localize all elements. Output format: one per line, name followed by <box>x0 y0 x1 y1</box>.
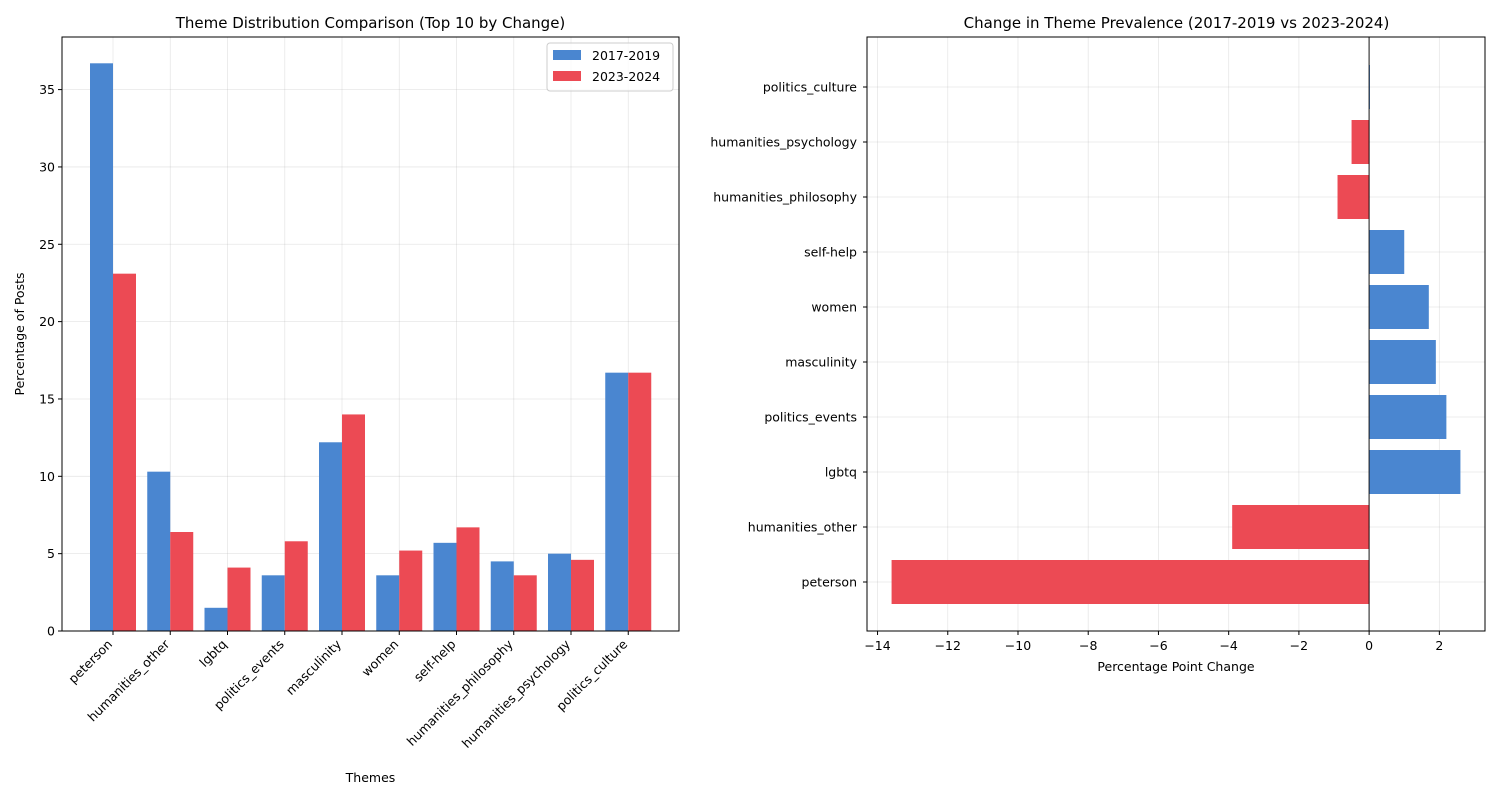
left-x-tick-label-women: women <box>358 637 401 680</box>
right-x-tick-label: −6 <box>1149 638 1167 653</box>
right-x-tick-label: −8 <box>1079 638 1097 653</box>
left-y-tick-label: 10 <box>39 469 55 484</box>
left-y-tick-label: 25 <box>39 237 55 252</box>
right-y-tick-label-self-help: self-help <box>804 245 857 260</box>
bar-2017-2019-self-help <box>433 542 457 631</box>
left-y-tick-label: 30 <box>39 159 55 174</box>
bar-2017-2019-humanities-other <box>147 471 171 631</box>
right-chart: Change in Theme Prevalence (2017-2019 vs… <box>710 14 1486 674</box>
legend: 2017-2019 2023-2024 <box>546 42 674 92</box>
bar-2017-2019-politics-culture <box>605 372 629 631</box>
left-bars <box>90 63 652 631</box>
bar-2023-2024-humanities-other <box>170 532 194 631</box>
right-ticks: −14 −12 −10 −8 −6 −4 −2 0 2 peterson humanities_ot… <box>710 80 1443 654</box>
bar-2023-2024-politics-culture <box>628 372 652 631</box>
change-bar-self-help <box>1369 230 1405 274</box>
legend-swatch-2023-2024 <box>553 71 581 81</box>
change-bar-women <box>1369 285 1429 329</box>
change-bar-humanities-psychology <box>1351 120 1370 164</box>
bar-2023-2024-masculinity <box>342 414 365 631</box>
right-y-tick-label-politics-culture: politics_culture <box>763 80 857 95</box>
right-y-tick-label-humanities-philosophy: humanities_philosophy <box>713 190 857 205</box>
left-x-tick-label-humanities-philosophy: humanities_philosophy <box>404 636 517 749</box>
right-y-tick-label-humanities-psychology: humanities_psychology <box>710 135 857 150</box>
right-x-tick-label: −14 <box>864 638 890 653</box>
right-grid <box>867 37 1485 631</box>
change-bar-politics-events <box>1369 395 1447 439</box>
bar-2017-2019-humanities-philosophy <box>490 561 514 631</box>
right-y-tick-label-politics-events: politics_events <box>764 410 857 425</box>
bar-2023-2024-women <box>399 550 423 631</box>
bar-2017-2019-women <box>376 575 400 631</box>
right-plot-frame <box>866 36 1486 632</box>
right-y-tick-label-peterson: peterson <box>802 575 857 590</box>
change-bar-masculinity <box>1369 340 1436 384</box>
left-y-tick-label: 5 <box>47 546 55 561</box>
change-bar-peterson <box>891 560 1370 604</box>
right-x-tick-label: 0 <box>1365 638 1373 653</box>
right-x-tick-label: −4 <box>1219 638 1237 653</box>
left-x-axis-label: Themes <box>345 770 396 785</box>
left-y-tick-label: 20 <box>39 314 55 329</box>
right-x-tick-label: −12 <box>935 638 961 653</box>
right-x-tick-label: 2 <box>1435 638 1443 653</box>
change-bar-humanities-other <box>1232 505 1370 549</box>
bar-2023-2024-politics-events <box>284 541 308 631</box>
legend-label-2023-2024: 2023-2024 <box>592 69 660 84</box>
bar-2023-2024-peterson <box>113 273 136 631</box>
right-bars <box>891 65 1461 604</box>
right-x-axis-label: Percentage Point Change <box>1097 659 1254 674</box>
left-y-tick-label: 15 <box>39 391 55 406</box>
right-x-tick-label: −10 <box>1005 638 1031 653</box>
bar-2017-2019-masculinity <box>319 442 342 631</box>
right-y-tick-label-humanities-other: humanities_other <box>748 520 858 535</box>
change-bar-humanities-philosophy <box>1337 175 1370 219</box>
bar-2023-2024-lgbtq <box>227 567 251 631</box>
left-y-tick-label: 35 <box>39 82 55 97</box>
left-chart: Theme Distribution Comparison (Top 10 by… <box>12 14 680 785</box>
right-y-tick-label-masculinity: masculinity <box>785 355 857 370</box>
left-plot-frame <box>61 36 680 632</box>
left-x-tick-label-lgbtq: lgbtq <box>196 637 229 670</box>
bar-2017-2019-politics-events <box>261 575 285 631</box>
bar-2023-2024-humanities-psychology <box>571 559 594 631</box>
left-y-axis-label: Percentage of Posts <box>12 273 27 396</box>
bar-2017-2019-lgbtq <box>204 607 228 631</box>
left-x-tick-label-masculinity: masculinity <box>283 636 345 698</box>
right-y-tick-label-women: women <box>811 300 857 315</box>
bar-2017-2019-peterson <box>90 63 113 631</box>
right-x-tick-label: −2 <box>1290 638 1308 653</box>
left-chart-title: Theme Distribution Comparison (Top 10 by… <box>175 14 566 32</box>
right-y-tick-label-lgbtq: lgbtq <box>825 465 857 480</box>
legend-swatch-2017-2019 <box>553 50 581 60</box>
bar-2023-2024-self-help <box>456 527 480 631</box>
left-x-tick-label-peterson: peterson <box>65 637 115 687</box>
bar-2017-2019-humanities-psychology <box>548 553 571 631</box>
right-chart-title: Change in Theme Prevalence (2017-2019 vs… <box>964 14 1390 32</box>
left-x-tick-label-humanities-psychology: humanities_psychology <box>459 636 574 751</box>
left-y-tick-label: 0 <box>47 624 55 639</box>
left-x-tick-label-self-help: self-help <box>411 636 459 684</box>
legend-label-2017-2019: 2017-2019 <box>592 48 660 63</box>
change-bar-lgbtq <box>1369 450 1461 494</box>
bar-2023-2024-humanities-philosophy <box>513 575 537 631</box>
